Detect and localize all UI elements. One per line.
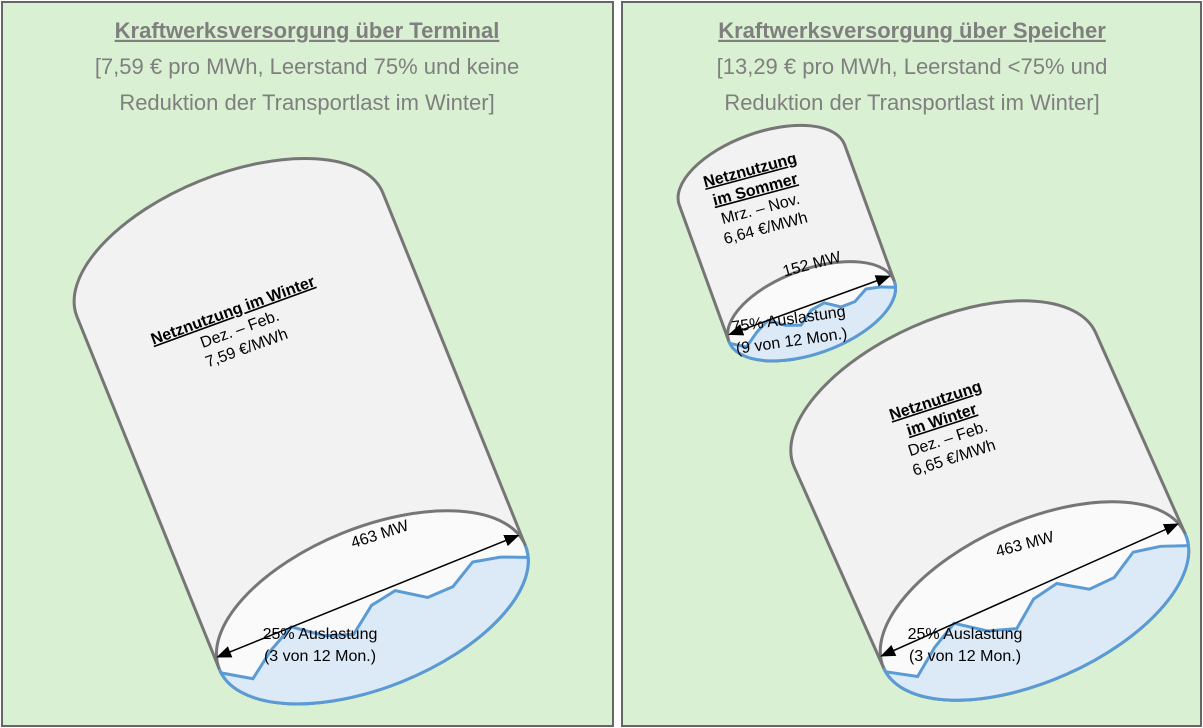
cylinder bbox=[789, 299, 1203, 728]
capacity-arrow bbox=[728, 275, 891, 336]
utilization-label: (3 von 12 Mon.) bbox=[264, 648, 376, 665]
panel-subtitle: [7,59 € pro MWh, Leerstand 75% und keine bbox=[95, 54, 519, 79]
capacity-arrow bbox=[216, 534, 520, 658]
utilization-label: 25% Auslastung bbox=[908, 626, 1023, 643]
water-edge bbox=[882, 533, 1191, 702]
panel-subtitle: Reduktion der Transportlast im Winter] bbox=[724, 90, 1099, 115]
utilization-label: (3 von 12 Mon.) bbox=[909, 648, 1021, 665]
cylinder bbox=[72, 156, 556, 728]
text-group: 25% Auslastung (3 von 12 Mon.) bbox=[263, 626, 378, 665]
panel-title: Kraftwerksversorgung über Speicher bbox=[718, 18, 1106, 43]
panel-title: Kraftwerksversorgung über Terminal bbox=[115, 18, 500, 43]
capacity-arrow bbox=[880, 523, 1179, 657]
panel-subtitle: Reduktion der Transportlast im Winter] bbox=[119, 90, 494, 115]
panel-subtitle: [13,29 € pro MWh, Leerstand <75% und bbox=[717, 54, 1108, 79]
text-group: 25% Auslastung (3 von 12 Mon.) bbox=[908, 626, 1023, 665]
water-edge bbox=[217, 544, 530, 706]
water-edge bbox=[727, 280, 898, 363]
utilization-label: 25% Auslastung bbox=[263, 626, 378, 643]
